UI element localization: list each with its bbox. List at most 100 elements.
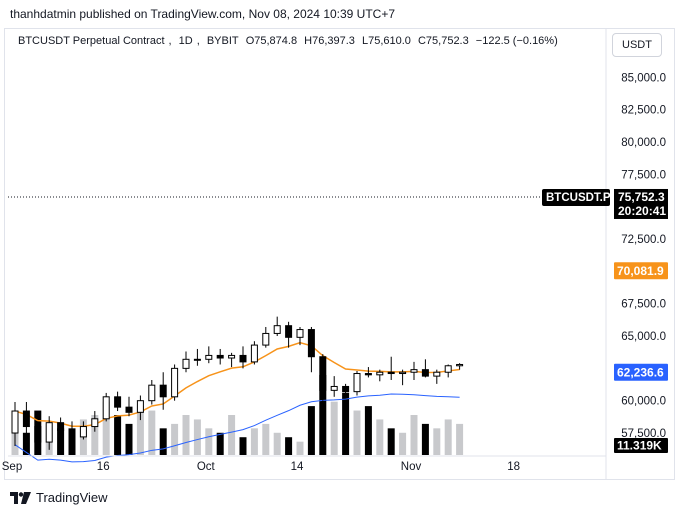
volume-bar	[148, 410, 156, 455]
moving-average-layer	[14, 341, 460, 463]
chart-frame	[4, 28, 675, 480]
sma-price-label-box	[614, 363, 668, 381]
volume-bar	[285, 437, 293, 455]
candle-body	[444, 365, 452, 373]
candle-body	[91, 418, 99, 428]
candle-body	[216, 354, 224, 359]
tradingview-footer[interactable]: TradingView	[10, 490, 108, 505]
ohlc-high: H76,397.3	[304, 35, 355, 47]
tradingview-logo-icon	[10, 491, 31, 504]
volume-bar	[239, 437, 247, 455]
volume-bar	[307, 406, 315, 455]
candle-body	[353, 373, 361, 393]
candle-body	[125, 406, 133, 413]
candle-body	[148, 384, 156, 402]
candle-body	[114, 396, 122, 408]
price-tick-label: 72,500.0	[621, 234, 666, 246]
candle-body	[342, 385, 350, 393]
candle-layer	[11, 316, 464, 450]
candle-body	[102, 396, 110, 420]
candle-body	[399, 371, 407, 375]
candle-body	[319, 356, 327, 391]
volume-bar	[228, 415, 236, 455]
axis-layer: 85,000.0 82,500.0 80,000.0 77,500.0 72,500.0…	[2, 28, 666, 480]
candle-body	[79, 426, 87, 438]
candle-body	[376, 371, 384, 376]
volume-bar	[57, 428, 65, 455]
candle-body	[410, 369, 418, 373]
candle-body	[296, 329, 304, 338]
volume-bar	[159, 428, 167, 455]
volume-bar	[250, 428, 258, 455]
volume-label-text: 11.319K	[617, 439, 662, 453]
candle-body	[228, 354, 236, 359]
price-label-layer: BTCUSDT.P 75,752.320:20:41 70,081.9 62,236.…	[542, 188, 668, 453]
sma-price-label-text: 62,236.6	[617, 365, 664, 379]
candle-body	[250, 344, 258, 363]
price-tick-label: 65,000.0	[621, 331, 666, 343]
candle-body	[182, 358, 190, 369]
candle-body	[433, 371, 441, 377]
candle-body	[364, 373, 372, 376]
volume-bar	[319, 375, 327, 455]
volume-bar	[22, 432, 30, 455]
ohlc-change: −122.5 (−0.16%)	[475, 35, 558, 47]
volume-bar	[444, 419, 452, 455]
volume-bar	[262, 423, 270, 455]
time-tick-label: 16	[97, 461, 110, 473]
candle-body	[262, 332, 270, 346]
volume-bar	[421, 423, 429, 455]
candle-body	[11, 410, 19, 434]
volume-bar	[125, 423, 133, 455]
price-tick-label: 60,000.0	[621, 396, 666, 408]
price-tick-label: 80,000.0	[621, 137, 666, 149]
candle-body	[68, 429, 76, 438]
volume-bar	[102, 401, 110, 455]
volume-bar	[136, 406, 144, 455]
volume-bar	[387, 428, 395, 455]
candle-body	[421, 369, 429, 377]
price-tick-label: 67,500.0	[621, 299, 666, 311]
symbol-exchange: BYBIT	[206, 35, 239, 47]
volume-bar	[410, 415, 418, 455]
ohlc-readout: O75,874.8 H76,397.3 L75,610.0 C75,752.3 …	[246, 35, 562, 47]
currency-button[interactable]: USDT	[612, 33, 662, 57]
volume-bar	[342, 392, 350, 455]
volume-bar	[456, 423, 464, 455]
candle-body	[171, 367, 179, 398]
volume-bar	[114, 415, 122, 455]
price-tick-label: 77,500.0	[621, 169, 666, 181]
volume-bar	[182, 415, 190, 455]
volume-bar	[205, 428, 213, 455]
volume-bar	[330, 401, 338, 455]
countdown-text: 20:20:41	[618, 204, 666, 218]
ema-price-label-text: 70,081.9	[617, 264, 664, 278]
ohlc-open: O75,874.8	[245, 35, 298, 47]
volume-bar	[171, 423, 179, 455]
symbol-legend[interactable]: BTCUSDT Perpetual Contract, 1D, BYBIT O7…	[18, 35, 562, 47]
publisher-header: thanhdatmin published on TradingView.com…	[10, 7, 396, 21]
volume-bar	[364, 406, 372, 455]
symbol-name: BTCUSDT Perpetual Contract	[18, 35, 165, 47]
ema-line	[14, 341, 460, 428]
symbol-badge-text: BTCUSDT.P	[546, 192, 611, 204]
candle-body	[45, 422, 53, 443]
price-tick-label: 82,500.0	[621, 105, 666, 117]
volume-bar	[399, 432, 407, 455]
candle-body	[307, 329, 315, 358]
last-price-text: 75,752.3	[618, 190, 665, 204]
time-tick-label: Sep	[2, 461, 22, 473]
candle-body	[387, 371, 395, 375]
time-tick-label: 14	[291, 461, 304, 473]
candle-body	[159, 384, 167, 398]
time-tick-label: Oct	[197, 461, 216, 473]
volume-label-box	[614, 438, 668, 453]
ema-price-label-box	[614, 262, 668, 280]
price-tick-label: 85,000.0	[621, 72, 666, 84]
candle-body	[273, 325, 281, 334]
symbol-badge-box	[542, 188, 610, 206]
candle-body	[136, 400, 144, 413]
ohlc-close: C75,752.3	[417, 35, 469, 47]
candle-body	[34, 426, 42, 443]
